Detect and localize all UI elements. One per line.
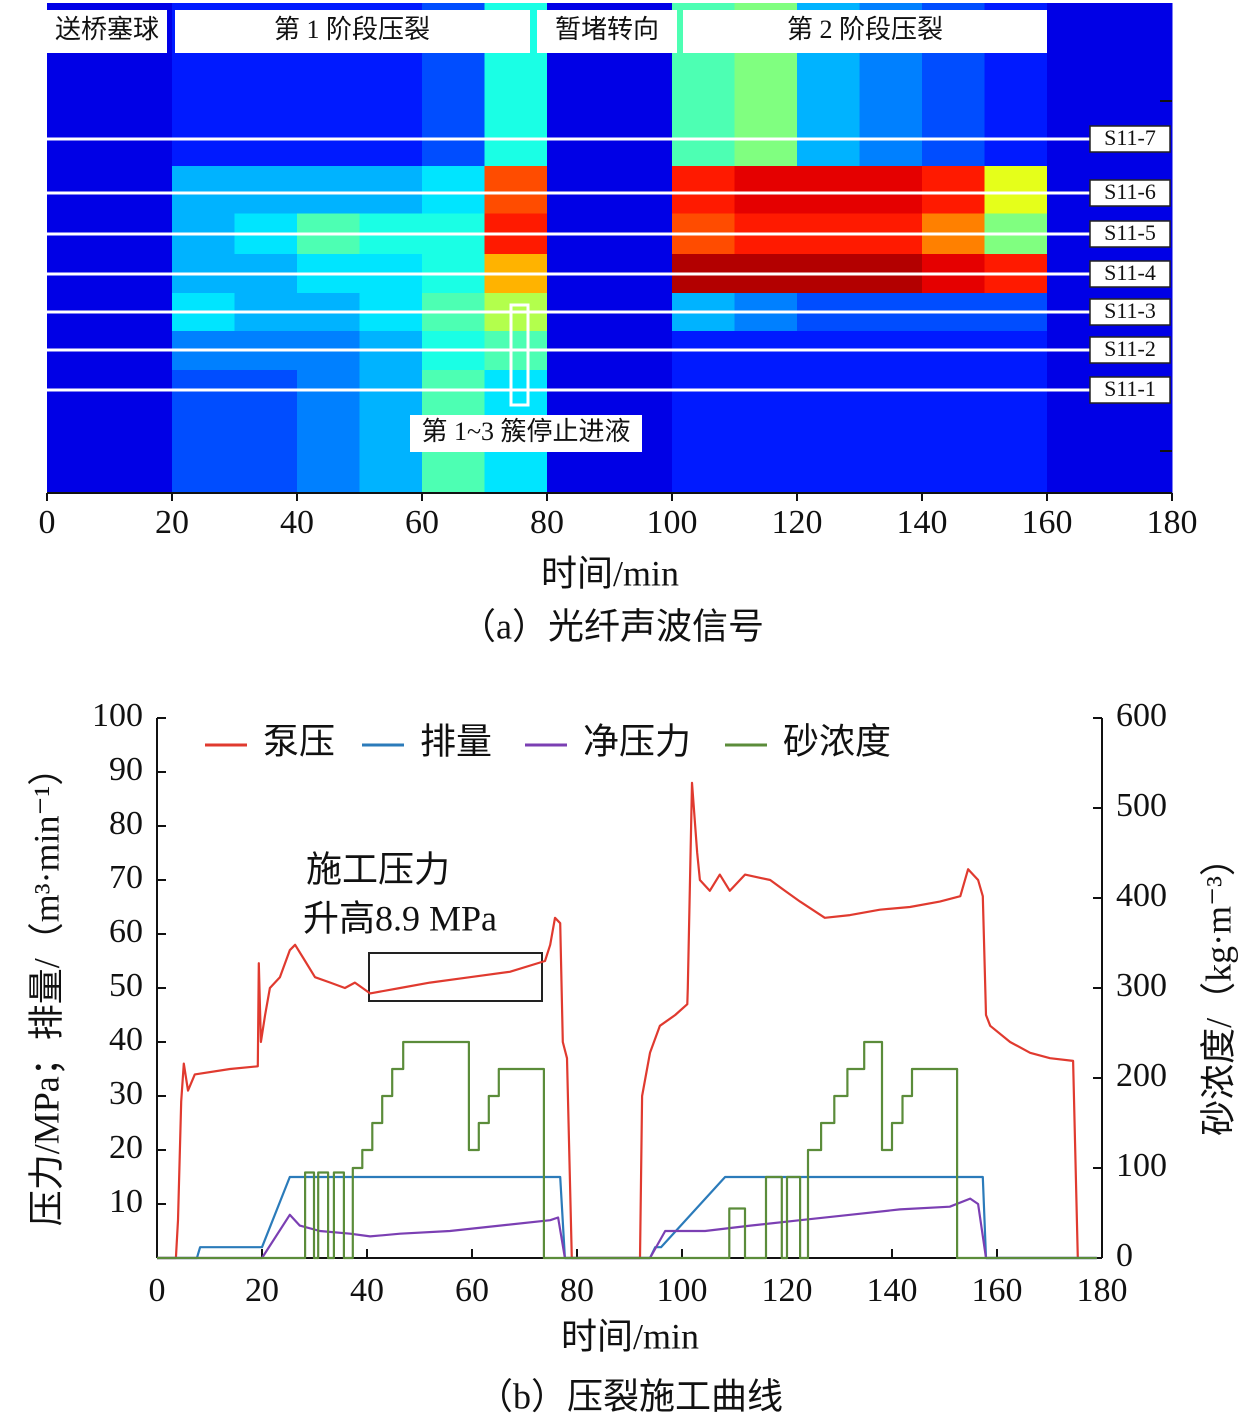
heat-cell (734, 166, 798, 214)
x-tick-label: 160 (972, 1272, 1023, 1309)
caption: （a）光纤声波信号 (460, 606, 764, 646)
y2-tick-label: 400 (1116, 877, 1167, 914)
heat-cell (984, 166, 1048, 214)
stage-label: 第 1 阶段压裂 (274, 15, 430, 44)
stage-label: 暂堵转向 (555, 15, 659, 44)
x-axis-label: 时间/min (561, 1316, 699, 1356)
legend-label: 净压力 (583, 721, 691, 761)
series-line (157, 781, 1079, 1260)
x-tick-label: 80 (530, 504, 564, 541)
legend-label: 排量 (420, 721, 492, 761)
cluster-label: S11-1 (1104, 376, 1156, 401)
y2-tick-label: 300 (1116, 967, 1167, 1004)
cluster-label: S11-4 (1104, 260, 1156, 285)
heat-cell (359, 166, 423, 214)
stage-box (683, 10, 1047, 53)
x-tick-label: 100 (647, 504, 698, 541)
x-tick-label: 0 (39, 504, 56, 541)
heat-cell (422, 166, 485, 214)
heat-cell (297, 166, 360, 214)
annotation-bg (410, 415, 642, 452)
x-tick-label: 120 (772, 504, 823, 541)
x-tick-label: 160 (1022, 504, 1073, 541)
legend-label: 泵压 (263, 721, 335, 761)
cluster-label: S11-7 (1104, 125, 1156, 150)
cluster-label: S11-6 (1104, 179, 1156, 204)
series-line (157, 1175, 1097, 1260)
y-tick-label: 50 (109, 967, 143, 1004)
annotation: 第 1~3 簇停止进液 (421, 417, 630, 446)
overlay-layer: 送桥塞球 第 1 阶段压裂 暂堵转向 第 2 阶段压裂 第 1~3 簇停止进液 … (47, 10, 1171, 452)
series-line (157, 1197, 1097, 1260)
x-tick-label: 140 (867, 1272, 918, 1309)
y2-axis-label: 砂浓度/（kg·m⁻³） (1198, 840, 1238, 1136)
cluster-label-box (1089, 220, 1171, 248)
heat-cell (484, 166, 548, 214)
y2-tick-label: 100 (1116, 1147, 1167, 1184)
heat-cell (922, 166, 985, 214)
y-tick-label: 30 (109, 1075, 143, 1112)
stage-label: 第 2 阶段压裂 (787, 15, 943, 44)
cluster-label-box (1089, 376, 1171, 404)
x-tick-label: 100 (657, 1272, 708, 1309)
y-tick-label: 80 (109, 805, 143, 842)
stage-box (175, 10, 530, 53)
cluster-label-box (1089, 125, 1171, 153)
stage-box (537, 10, 677, 53)
x-tick-label: 180 (1147, 504, 1198, 541)
cluster-label-box (1089, 260, 1171, 288)
x-tick-label: 140 (897, 504, 948, 541)
y-tick-label: 40 (109, 1021, 143, 1058)
heat-cell (47, 166, 110, 214)
stage-box (47, 10, 167, 53)
x-tick-label: 60 (455, 1272, 489, 1309)
stage-label: 送桥塞球 (55, 15, 159, 44)
y2-tick-label: 0 (1116, 1237, 1133, 1274)
heat-cell (547, 166, 610, 214)
y2-tick-label: 500 (1116, 787, 1167, 824)
x-axis-label: 时间/min (541, 553, 679, 593)
x-tick-label: 120 (762, 1272, 813, 1309)
y2-tick-label: 200 (1116, 1057, 1167, 1094)
heat-cell (672, 166, 735, 214)
annotation: 升高8.9 MPa (303, 898, 497, 938)
annotation-box (368, 952, 543, 1002)
y-tick-label: 70 (109, 859, 143, 896)
annotation: 施工压力 (306, 849, 450, 889)
cluster-label-box (1089, 298, 1171, 326)
cluster-label-box (1089, 179, 1171, 207)
legend-label: 砂浓度 (783, 721, 891, 761)
x-tick-label: 40 (280, 504, 314, 541)
cluster-label: S11-5 (1104, 220, 1156, 245)
heat-cell (172, 166, 235, 214)
heat-cell (859, 166, 923, 214)
heat-cell (609, 166, 673, 214)
x-tick-label: 40 (350, 1272, 384, 1309)
heat-cell (797, 166, 860, 214)
y-tick-label: 90 (109, 751, 143, 788)
x-tick-label: 60 (405, 504, 439, 541)
x-tick-label: 180 (1077, 1272, 1128, 1309)
y-axis-label: 压力/MPa；排量/（m³·min⁻¹） (26, 750, 66, 1227)
heat-cell (234, 166, 298, 214)
y-tick-label: 60 (109, 913, 143, 950)
y-tick-label: 10 (109, 1183, 143, 1220)
x-tick-label: 20 (245, 1272, 279, 1309)
y-tick-label: 20 (109, 1129, 143, 1166)
y2-tick-label: 600 (1116, 697, 1167, 734)
caption: （b）压裂施工曲线 (477, 1376, 783, 1416)
heat-cell (109, 166, 173, 214)
annotation-box (509, 303, 530, 407)
x-tick-label: 80 (560, 1272, 594, 1309)
series-line (157, 1040, 1097, 1260)
cluster-label: S11-2 (1104, 336, 1156, 361)
x-tick-label: 0 (149, 1272, 166, 1309)
y-tick-label: 100 (92, 697, 143, 734)
cluster-label: S11-3 (1104, 298, 1156, 323)
x-tick-label: 20 (155, 504, 189, 541)
cluster-label-box (1089, 336, 1171, 364)
